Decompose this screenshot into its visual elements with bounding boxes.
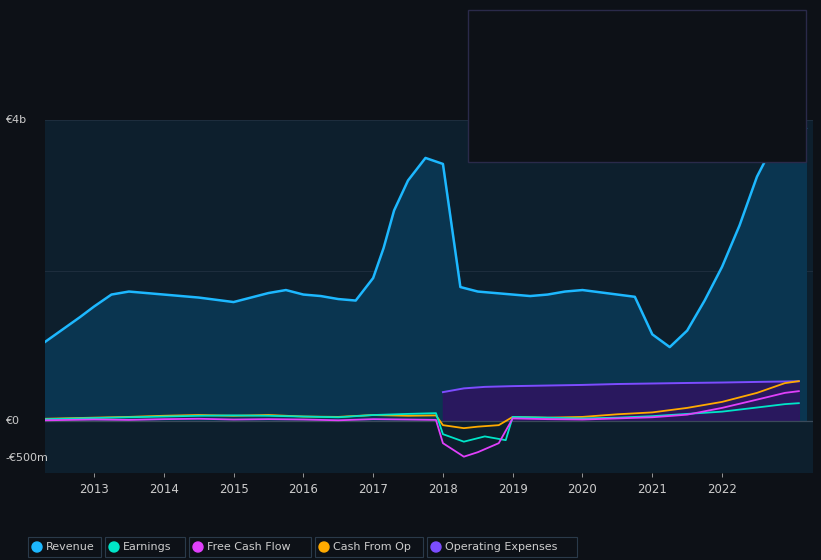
Text: €3.719b: €3.719b bbox=[613, 41, 663, 51]
Circle shape bbox=[32, 542, 42, 552]
Text: €0: €0 bbox=[5, 416, 19, 426]
Text: €392.681m: €392.681m bbox=[613, 107, 681, 117]
Text: Free Cash Flow: Free Cash Flow bbox=[207, 542, 291, 552]
Text: Cash From Op: Cash From Op bbox=[476, 129, 554, 139]
Text: Operating Expenses: Operating Expenses bbox=[445, 542, 557, 552]
Text: €525.540m: €525.540m bbox=[613, 129, 681, 139]
Text: Revenue: Revenue bbox=[46, 542, 94, 552]
Text: Cash From Op: Cash From Op bbox=[333, 542, 410, 552]
Text: €525.324m: €525.324m bbox=[613, 151, 681, 161]
Text: profit margin: profit margin bbox=[643, 85, 719, 95]
Text: /yr: /yr bbox=[663, 107, 677, 117]
Circle shape bbox=[319, 542, 329, 552]
Text: Earnings: Earnings bbox=[123, 542, 172, 552]
Text: Dec 31 2022: Dec 31 2022 bbox=[476, 20, 563, 32]
Text: /yr: /yr bbox=[663, 63, 677, 73]
Text: Operating Expenses: Operating Expenses bbox=[476, 151, 589, 161]
Text: €4b: €4b bbox=[5, 115, 26, 125]
Text: -€500m: -€500m bbox=[5, 453, 48, 463]
Text: /yr: /yr bbox=[663, 151, 677, 161]
Text: Earnings: Earnings bbox=[476, 63, 525, 73]
Text: €233.149m: €233.149m bbox=[613, 63, 681, 73]
Text: 6.3%: 6.3% bbox=[613, 85, 644, 95]
Text: /yr: /yr bbox=[652, 41, 667, 51]
Circle shape bbox=[109, 542, 119, 552]
Text: Revenue: Revenue bbox=[476, 41, 525, 51]
Text: /yr: /yr bbox=[663, 129, 677, 139]
Circle shape bbox=[431, 542, 441, 552]
Circle shape bbox=[193, 542, 203, 552]
Text: Free Cash Flow: Free Cash Flow bbox=[476, 107, 560, 117]
FancyBboxPatch shape bbox=[468, 10, 806, 162]
